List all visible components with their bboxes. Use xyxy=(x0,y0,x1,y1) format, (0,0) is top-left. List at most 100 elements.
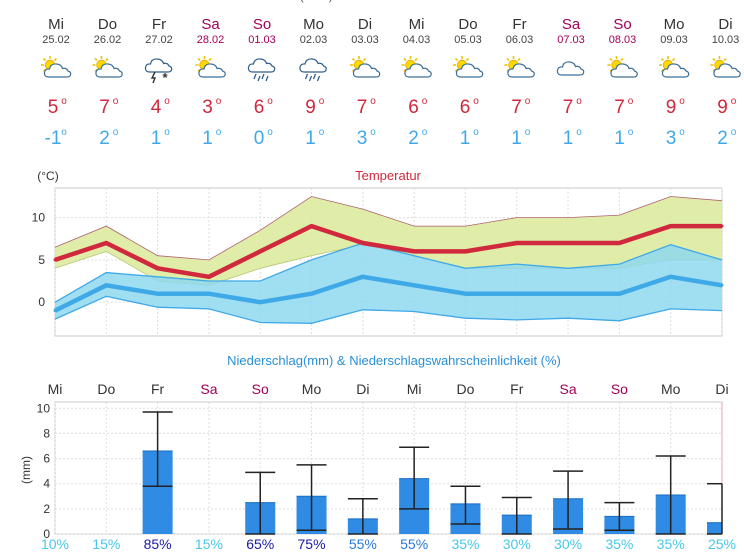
y-axis-label: (mm) xyxy=(19,456,33,484)
weekday-label: Do xyxy=(458,16,477,33)
probability-label: 15% xyxy=(92,536,120,552)
min-temp-point xyxy=(104,283,108,287)
weekday-label: So xyxy=(613,16,631,33)
rain-drop xyxy=(257,75,261,82)
degree-sign: o xyxy=(267,96,273,107)
degree-sign: o xyxy=(370,96,376,107)
weekday-label: Mi xyxy=(48,16,64,33)
date-label: 03.03 xyxy=(351,34,379,46)
min-temp-line xyxy=(54,274,723,313)
max-temp-point xyxy=(207,275,211,279)
degree-sign: o xyxy=(473,96,479,107)
max-temp-point xyxy=(361,241,365,245)
rain-drop xyxy=(253,73,257,80)
min-temp: -1 xyxy=(45,128,62,149)
min-temp: 1 xyxy=(563,128,574,149)
max-temp-point xyxy=(720,224,724,228)
degree-sign: o xyxy=(164,127,170,138)
min-temp: 3 xyxy=(666,128,677,149)
max-temp-line xyxy=(54,223,722,280)
degree-sign: o xyxy=(576,127,582,138)
category-label: Di xyxy=(356,381,369,397)
degree-sign: o xyxy=(679,96,685,107)
weekday-label: Di xyxy=(358,16,372,33)
probability-label: 65% xyxy=(246,536,274,552)
max-temp-point xyxy=(669,224,673,228)
y-tick-label: 2 xyxy=(43,502,50,516)
probability-label: 35% xyxy=(605,536,633,552)
y-tick-label: 10 xyxy=(32,211,46,225)
degree-sign: o xyxy=(61,96,67,107)
date-label: 04.03 xyxy=(403,34,431,46)
min-temp: 1 xyxy=(511,128,522,149)
sun-cloud-icon xyxy=(607,55,638,78)
degree-sign: o xyxy=(422,96,428,107)
date-label: 27.02 xyxy=(145,34,173,46)
y-tick-label: 0 xyxy=(43,527,50,541)
date-label: 05.03 xyxy=(454,34,482,46)
degree-sign: o xyxy=(576,96,582,107)
sun-cloud-icon xyxy=(710,55,741,78)
degree-sign: o xyxy=(525,96,531,107)
y-tick-label: 4 xyxy=(43,477,50,491)
probability-label: 15% xyxy=(195,536,223,552)
min-temp-point xyxy=(412,283,416,287)
y-tick-label: 10 xyxy=(37,401,51,415)
category-label: Mo xyxy=(302,381,322,397)
max-temp: 6 xyxy=(254,97,265,118)
max-temp: 9 xyxy=(717,97,728,118)
category-label: So xyxy=(611,381,628,397)
min-temp: 2 xyxy=(408,128,419,149)
cloud-glyph xyxy=(247,58,276,73)
degree-sign: o xyxy=(525,127,531,138)
max-range-edge xyxy=(54,196,723,261)
min-temp-point xyxy=(207,292,211,296)
sun-cloud-icon xyxy=(504,55,535,78)
rain-drop xyxy=(312,73,317,80)
date-label: 25.02 xyxy=(42,34,70,46)
category-label: Fr xyxy=(510,381,524,397)
min-range-edge xyxy=(54,295,723,324)
cloud-glyph xyxy=(299,58,327,73)
weekday-label: Fr xyxy=(152,16,166,33)
category-label: Do xyxy=(97,381,115,397)
min-temp-point xyxy=(361,275,365,279)
probability-label: 25% xyxy=(708,536,736,552)
max-temp: 7 xyxy=(511,97,522,118)
sun-cloud-icon xyxy=(401,55,432,78)
rain-drop xyxy=(265,75,269,82)
min-temp-point xyxy=(669,275,673,279)
degree-sign: o xyxy=(628,127,634,138)
weekday-label: So xyxy=(253,16,271,33)
snow-glyph: * xyxy=(162,70,168,85)
degree-sign: o xyxy=(216,96,222,107)
probability-label: 30% xyxy=(554,536,582,552)
rain-drop xyxy=(304,73,309,80)
date-label: 07.03 xyxy=(557,34,585,46)
chart-title: Niederschlag(mm) & Niederschlagswahrsche… xyxy=(227,353,561,368)
min-temp-point xyxy=(720,283,724,287)
min-temp-point xyxy=(515,292,519,296)
weekday-label: Di xyxy=(718,16,732,33)
sun-cloud-icon xyxy=(92,55,123,78)
min-temp: 2 xyxy=(99,128,110,149)
probability-label: 55% xyxy=(400,536,428,552)
rain-drop xyxy=(261,73,265,80)
degree-sign: o xyxy=(422,127,428,138)
category-label: So xyxy=(252,381,269,397)
min-temp-point xyxy=(156,292,160,296)
category-label: Mi xyxy=(407,381,422,397)
weekday-label: Sa xyxy=(201,16,220,33)
date-label: 08.03 xyxy=(609,34,637,46)
category-label: Sa xyxy=(560,381,577,397)
category-label: Mo xyxy=(661,381,681,397)
min-temp: 1 xyxy=(305,128,316,149)
